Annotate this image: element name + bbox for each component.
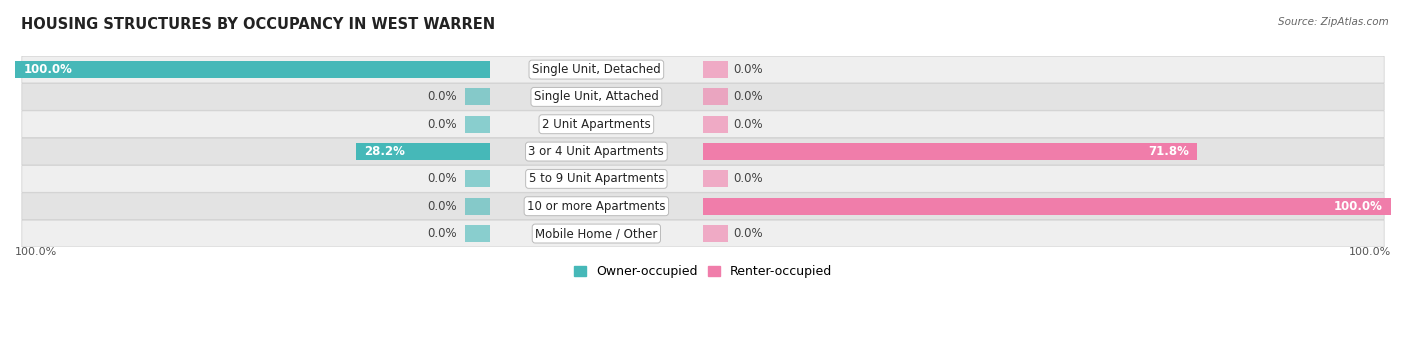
FancyBboxPatch shape: [22, 111, 1384, 138]
Text: 0.0%: 0.0%: [734, 227, 763, 240]
Bar: [703, 143, 1197, 160]
Bar: [703, 88, 728, 105]
Text: 0.0%: 0.0%: [427, 173, 457, 186]
FancyBboxPatch shape: [22, 193, 1384, 220]
FancyBboxPatch shape: [22, 220, 1384, 247]
Bar: [465, 170, 489, 187]
Legend: Owner-occupied, Renter-occupied: Owner-occupied, Renter-occupied: [568, 260, 838, 283]
Text: 0.0%: 0.0%: [734, 118, 763, 131]
Text: 5 to 9 Unit Apartments: 5 to 9 Unit Apartments: [529, 173, 664, 186]
Text: 100.0%: 100.0%: [24, 63, 72, 76]
Text: 3 or 4 Unit Apartments: 3 or 4 Unit Apartments: [529, 145, 664, 158]
Bar: [703, 225, 728, 242]
Bar: [465, 116, 489, 133]
FancyBboxPatch shape: [22, 56, 1384, 83]
FancyBboxPatch shape: [22, 165, 1384, 192]
Text: 71.8%: 71.8%: [1147, 145, 1188, 158]
Text: 2 Unit Apartments: 2 Unit Apartments: [541, 118, 651, 131]
Bar: [465, 88, 489, 105]
Bar: [703, 61, 728, 78]
Text: 100.0%: 100.0%: [1334, 200, 1382, 213]
Bar: [703, 116, 728, 133]
Text: Mobile Home / Other: Mobile Home / Other: [536, 227, 658, 240]
Text: 0.0%: 0.0%: [427, 118, 457, 131]
Text: 28.2%: 28.2%: [364, 145, 405, 158]
Text: 0.0%: 0.0%: [734, 173, 763, 186]
Text: 10 or more Apartments: 10 or more Apartments: [527, 200, 665, 213]
FancyBboxPatch shape: [22, 138, 1384, 165]
Bar: [356, 143, 489, 160]
Text: 0.0%: 0.0%: [734, 63, 763, 76]
Text: 0.0%: 0.0%: [427, 200, 457, 213]
Text: Single Unit, Attached: Single Unit, Attached: [534, 90, 659, 103]
Text: 0.0%: 0.0%: [427, 90, 457, 103]
Text: 0.0%: 0.0%: [427, 227, 457, 240]
Text: 100.0%: 100.0%: [1348, 247, 1391, 257]
FancyBboxPatch shape: [22, 84, 1384, 110]
Bar: [703, 198, 1391, 215]
Text: 0.0%: 0.0%: [734, 90, 763, 103]
Text: 100.0%: 100.0%: [15, 247, 58, 257]
Text: HOUSING STRUCTURES BY OCCUPANCY IN WEST WARREN: HOUSING STRUCTURES BY OCCUPANCY IN WEST …: [21, 17, 495, 32]
Bar: [703, 170, 728, 187]
Bar: [465, 225, 489, 242]
Text: Single Unit, Detached: Single Unit, Detached: [531, 63, 661, 76]
Bar: [15, 61, 489, 78]
Bar: [465, 198, 489, 215]
Text: Source: ZipAtlas.com: Source: ZipAtlas.com: [1278, 17, 1389, 27]
